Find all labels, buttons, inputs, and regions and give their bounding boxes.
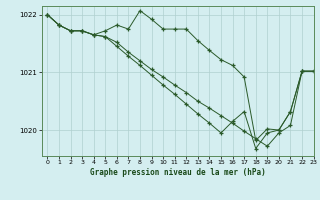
X-axis label: Graphe pression niveau de la mer (hPa): Graphe pression niveau de la mer (hPa): [90, 168, 266, 177]
